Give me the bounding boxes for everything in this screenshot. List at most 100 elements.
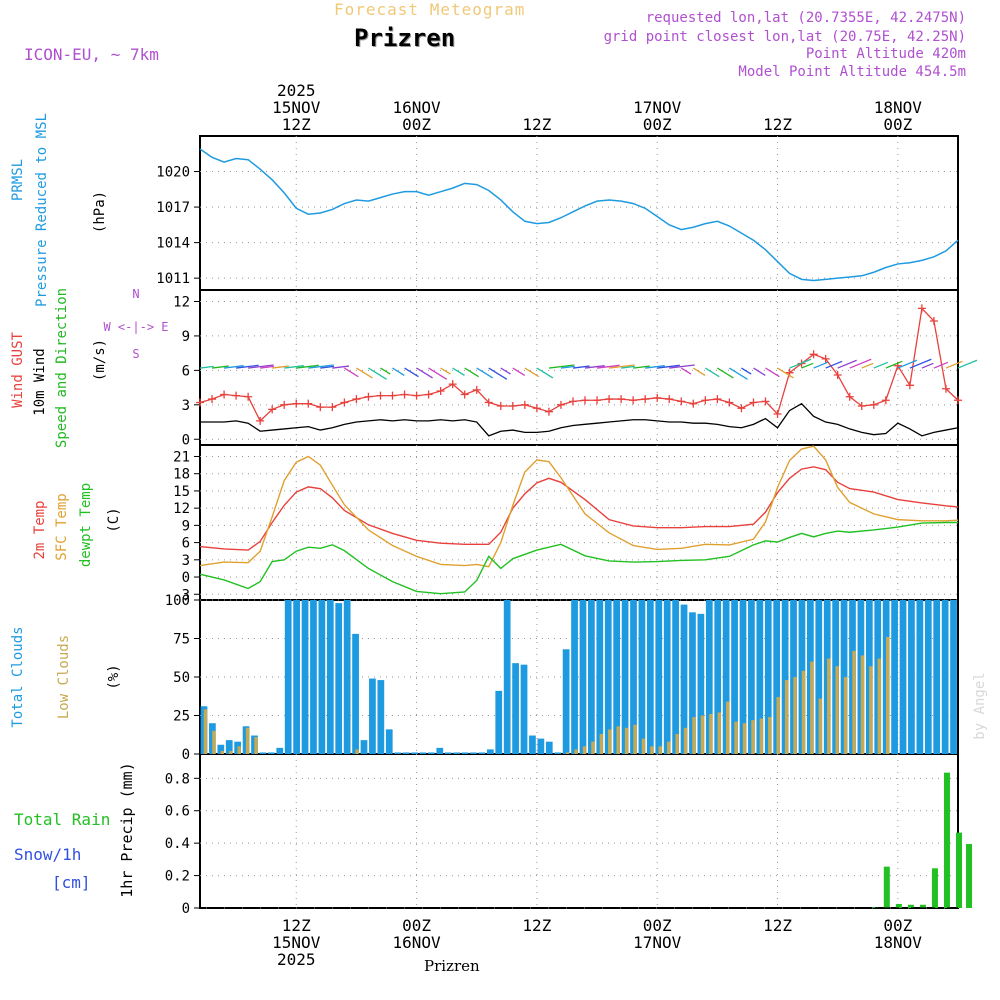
low-cloud-bar	[683, 727, 688, 754]
gust-marker	[328, 403, 337, 412]
model-altitude: Model Point Altitude 454.5m	[738, 64, 966, 80]
bottom-time-label: 00Z	[643, 916, 672, 935]
wind-dir-arrow	[657, 364, 680, 369]
ytick-label-wind: 0	[182, 432, 190, 448]
wind-dir-arrow	[945, 360, 963, 369]
bottom-time-label: 12Z	[282, 916, 311, 935]
low-cloud-bar	[624, 727, 629, 754]
gust-marker	[412, 391, 421, 400]
ytick-label-clouds: 0	[182, 747, 190, 763]
wind-dir-arrow	[572, 365, 590, 369]
gust-line	[199, 306, 959, 422]
total-cloud-bar	[950, 600, 957, 754]
low-cloud-bar	[751, 720, 755, 754]
gust-marker	[220, 390, 229, 399]
low-cloud-bar	[245, 727, 250, 754]
wind-dir-arrow	[837, 359, 857, 369]
total-cloud-bar	[756, 600, 764, 754]
total-cloud-bar	[908, 600, 915, 754]
ytick-label-temperature: 18	[173, 467, 190, 483]
watermark: by Angel	[972, 672, 988, 739]
ytick-label-clouds: 75	[173, 632, 190, 648]
gust-marker	[857, 401, 866, 410]
gust-marker	[761, 397, 770, 406]
gust-marker	[508, 401, 517, 410]
t2m-line	[199, 466, 959, 551]
total-cloud-bar	[267, 752, 275, 754]
rain-bar	[966, 843, 973, 908]
wind-dir-arrow	[272, 365, 289, 369]
dir-legend-s: S	[132, 347, 139, 361]
ytick-label-pressure: 1017	[156, 200, 190, 216]
top-time-label: 16NOV	[392, 98, 441, 117]
gust-marker	[208, 395, 217, 404]
total-cloud-bar	[672, 600, 679, 754]
low-cloud-bar	[565, 752, 570, 754]
low-cloud-bar	[885, 636, 890, 754]
total-cloud-bar	[630, 600, 637, 754]
total-cloud-bar	[512, 663, 519, 754]
gust-marker	[484, 398, 493, 407]
total-cloud-bar	[470, 752, 477, 754]
total-cloud-bar	[411, 752, 418, 754]
low-cloud-bar	[827, 658, 831, 754]
top-time-label: 15NOV	[272, 98, 321, 117]
top-time-label: 12Z	[282, 115, 311, 134]
low-cloud-bar	[667, 741, 671, 754]
gust-marker	[713, 395, 722, 404]
wind-dir-arrow	[428, 367, 448, 380]
total-cloud-bar	[301, 600, 309, 754]
total-cloud-bar	[419, 752, 427, 754]
wind-dir-arrow	[777, 367, 794, 379]
total-cloud-bar	[503, 600, 511, 754]
wind-dir-arrow	[753, 367, 766, 376]
gust-marker	[472, 385, 481, 394]
total-cloud-bar	[360, 740, 368, 754]
gust-marker	[532, 404, 541, 413]
total-cloud-bar	[722, 600, 730, 754]
unit-ms: (m/s)	[92, 339, 108, 381]
gust-marker	[448, 380, 457, 389]
wind-dir-arrow	[296, 364, 319, 369]
ytick-label-temperature: 3	[182, 553, 190, 569]
gust-marker	[845, 392, 854, 401]
wind-dir-arrow	[704, 367, 720, 378]
low-cloud-bar	[810, 661, 814, 754]
low-cloud-bar	[254, 737, 258, 754]
bottom-time-label: 00Z	[402, 916, 431, 935]
wind-dir-arrow	[488, 367, 508, 380]
wind-line	[200, 402, 959, 437]
low-cloud-bar	[784, 680, 789, 754]
bottom-time-label: 00Z	[883, 916, 912, 935]
gust-marker	[917, 304, 926, 313]
total-cloud-bar	[815, 600, 823, 754]
wind-dir-arrow	[885, 360, 903, 369]
total-cloud-bar	[276, 747, 284, 754]
ytick-label-precip: 0.4	[165, 836, 190, 852]
total-cloud-bar	[731, 600, 738, 754]
bottom-time-label: 16NOV	[392, 933, 441, 952]
wind-dir-arrow	[861, 362, 874, 369]
total-cloud-bar	[537, 738, 545, 754]
wind-dir-arrow	[801, 362, 814, 369]
wind-dir-arrow	[248, 364, 274, 369]
wind-dir-arrow	[680, 367, 692, 375]
gust-marker	[496, 401, 505, 410]
gust-marker	[773, 410, 782, 418]
total-cloud-bar	[310, 600, 317, 754]
wind-dir-arrow	[849, 358, 872, 369]
label-dewpt-temp: dewpt Temp	[78, 483, 94, 567]
low-cloud-bar	[591, 741, 595, 754]
gust-marker	[256, 416, 265, 425]
rain-bar	[956, 832, 962, 908]
total-cloud-bar	[428, 752, 435, 754]
top-time-label: 00Z	[643, 115, 672, 134]
low-cloud-bar	[220, 750, 225, 754]
total-cloud-bar	[638, 600, 646, 754]
top-time-label: 12Z	[763, 115, 792, 134]
total-cloud-bar	[781, 600, 789, 754]
low-cloud-bar	[212, 730, 216, 754]
wind-dir-arrow	[223, 365, 244, 369]
total-cloud-bar	[705, 600, 713, 754]
